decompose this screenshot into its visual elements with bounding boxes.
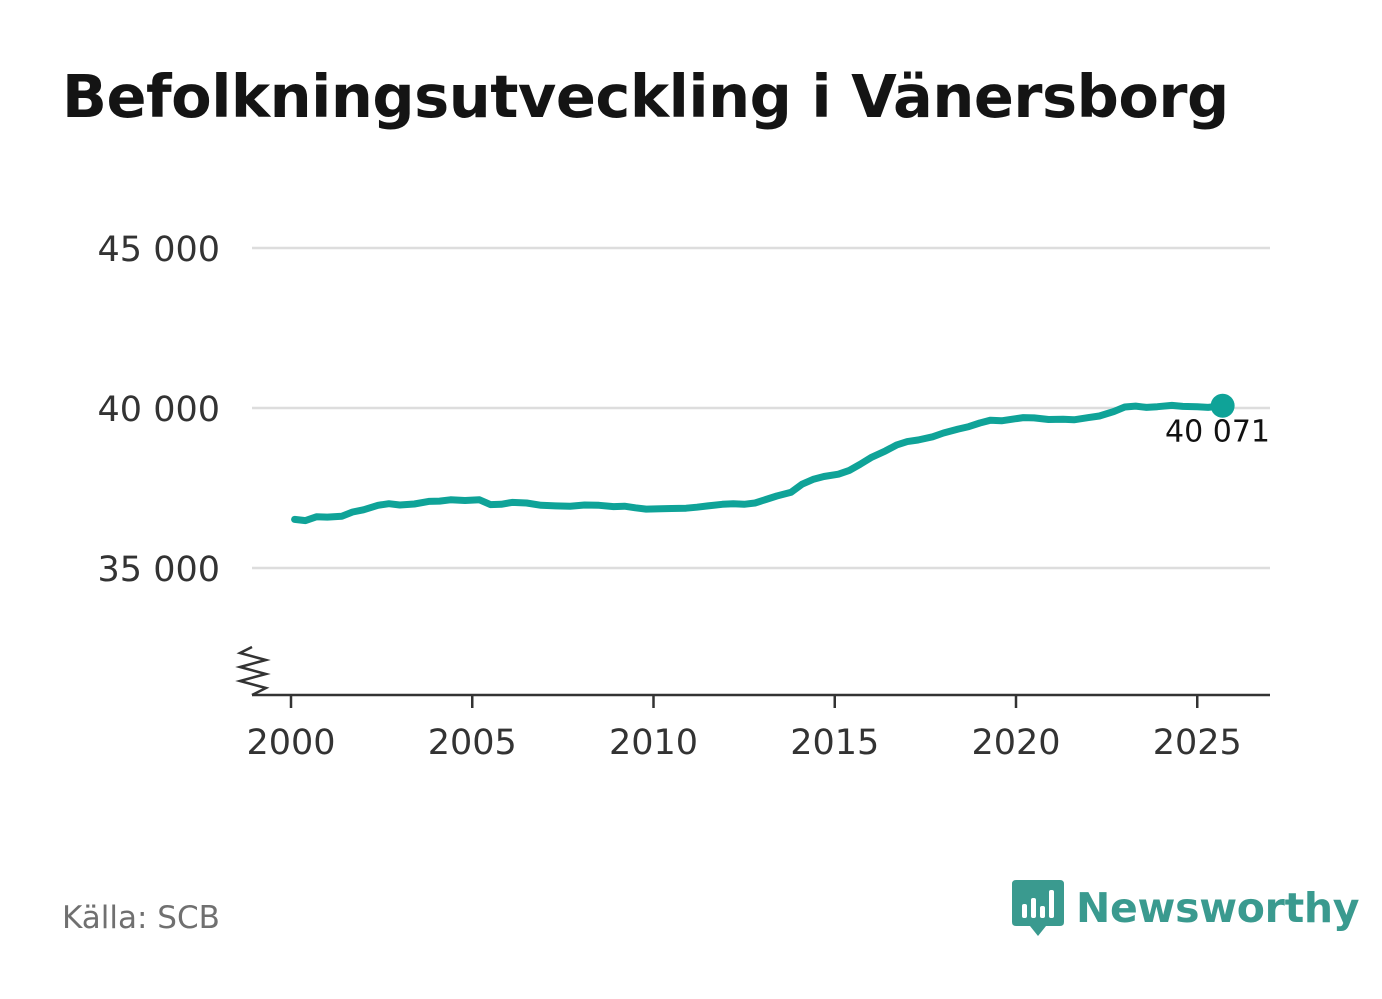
series-group: 40 071 [291, 393, 1270, 525]
chart-title: Befolkningsutveckling i Vänersborg [62, 62, 1229, 131]
y-tick-label: 40 000 [98, 390, 220, 430]
y-tick-label: 35 000 [98, 550, 220, 590]
axis-break-icon [235, 645, 271, 697]
y-axis: 35 000 40 000 45 000 [98, 230, 220, 590]
brand-name: Newsworthy [1076, 884, 1360, 932]
end-point-marker [1210, 393, 1235, 418]
x-tick-label: 2020 [971, 723, 1060, 763]
x-tick-label: 2015 [790, 723, 879, 763]
x-tick-label: 2005 [428, 723, 517, 763]
x-axis [235, 645, 1270, 697]
x-tick-label: 2010 [609, 723, 698, 763]
source-note: Källa: SCB [62, 900, 220, 936]
x-ticks: 2000 2005 2010 2015 2020 2025 [246, 695, 1242, 763]
end-value-label: 40 071 [1165, 415, 1270, 450]
x-tick-label: 2000 [246, 723, 335, 763]
x-tick-label: 2025 [1153, 723, 1242, 763]
newsworthy-logo-icon [1012, 880, 1064, 936]
series-line-0 [291, 401, 1227, 525]
y-tick-label: 45 000 [98, 230, 220, 270]
gridlines [252, 246, 1270, 570]
brand-logo[interactable]: Newsworthy [1010, 878, 1359, 938]
